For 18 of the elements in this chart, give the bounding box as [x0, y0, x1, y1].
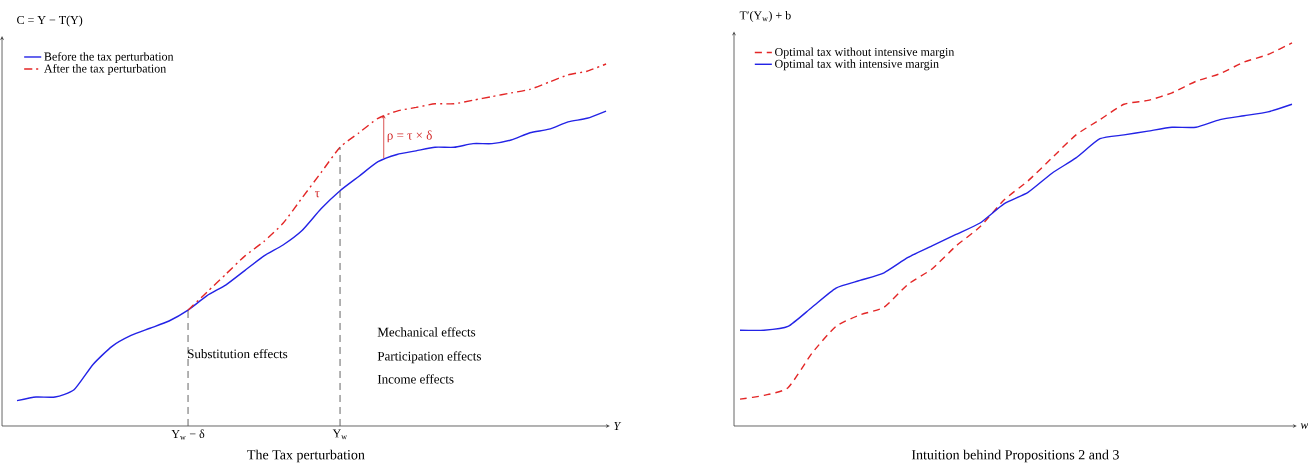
text: Intuition behind Propositions 2 and 3 — [911, 449, 1119, 463]
x-tick-label: Y$_{w}$ — [332, 429, 347, 440]
annotation: Income effects — [377, 374, 454, 384]
x-tick-label: Y$_{w}$ − δ — [171, 429, 205, 440]
y-axis-title: T′(Y$_{w}$) + b — [739, 11, 791, 22]
legend-label: Optimal tax with intensive margin — [775, 59, 939, 71]
annotation: Substitution effects — [188, 348, 288, 359]
legend-label: Optimal tax without intensive margin — [775, 47, 955, 59]
y-axis-title: C = Y − T(Y) — [17, 15, 83, 27]
text: The Tax perturbation — [247, 449, 365, 463]
x-axis-title: w — [1300, 423, 1308, 429]
annotation: ρ = τ × δ — [387, 130, 432, 143]
annotation: τ — [314, 191, 320, 198]
annotation: Participation effects — [377, 351, 481, 364]
x-axis-title: Y — [614, 422, 622, 430]
annotation: Mechanical effects — [377, 327, 476, 337]
legend-label: Before the tax perturbation — [44, 52, 174, 64]
legend-label: After the tax perturbation — [44, 63, 167, 75]
